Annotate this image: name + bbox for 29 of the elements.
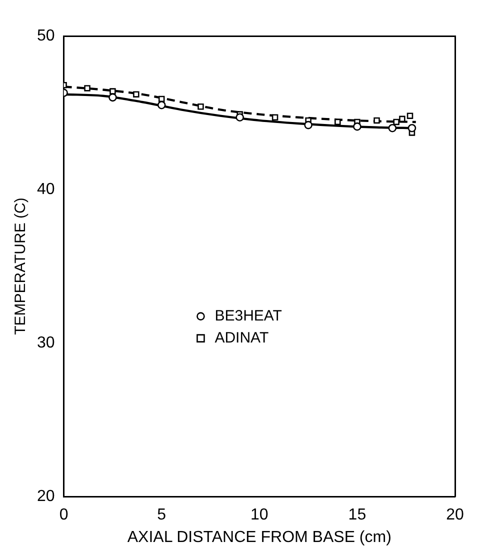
y-tick-label: 30	[37, 334, 55, 352]
point	[198, 104, 204, 110]
y-tick-label: 40	[37, 180, 55, 198]
x-tick-label: 20	[446, 506, 464, 524]
point	[133, 91, 140, 98]
x-tick-label: 15	[348, 506, 366, 524]
x-tick-label: 0	[59, 506, 68, 524]
point	[334, 118, 341, 126]
x-tick-label: 5	[157, 506, 166, 524]
point	[374, 117, 380, 124]
point	[110, 88, 116, 94]
point	[304, 120, 312, 130]
y-axis-title: TEMPERATURE (C)	[12, 198, 30, 335]
point	[108, 93, 117, 102]
point	[393, 118, 400, 126]
x-tick-label: 10	[250, 506, 268, 524]
point	[406, 112, 414, 119]
point	[388, 124, 397, 132]
legend-label: ADINAT	[214, 329, 269, 346]
y-tick-label: 50	[37, 27, 55, 44]
point	[353, 122, 362, 131]
point	[236, 113, 244, 122]
legend-label: BE3HEAT	[214, 307, 282, 324]
point	[408, 124, 416, 132]
point	[399, 116, 406, 122]
x-axis-title: AXIAL DISTANCE FROM BASE (cm)	[127, 528, 392, 546]
point	[84, 85, 90, 92]
y-tick-label: 20	[37, 488, 55, 506]
point	[272, 114, 278, 120]
